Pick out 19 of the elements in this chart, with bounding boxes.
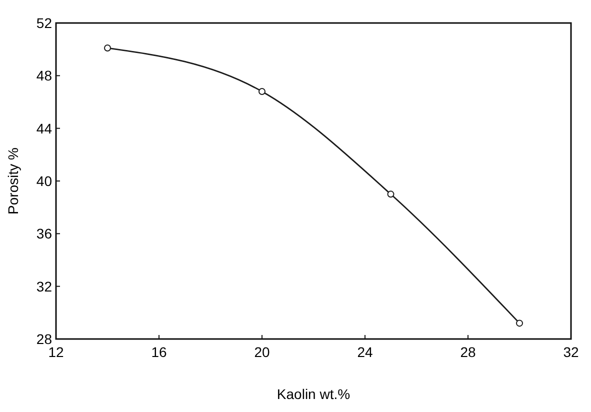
point [104, 44, 111, 52]
point [516, 320, 523, 327]
point [387, 190, 394, 198]
x-axis-title: Kaolin wt.% [276, 386, 350, 402]
y-tick-label: 44 [36, 120, 52, 136]
y-tick-label: 40 [36, 173, 52, 189]
x-tick-label: 24 [357, 344, 373, 360]
x-tick-label: 20 [254, 344, 270, 360]
x-tick-label: 32 [563, 344, 579, 360]
x-tick-label: 12 [48, 344, 64, 360]
y-tick-label: 48 [36, 68, 52, 84]
y-tick-label: 36 [36, 226, 52, 242]
point [258, 88, 266, 95]
x-tick-label: 28 [460, 344, 476, 360]
x-tick-label: 16 [151, 344, 167, 360]
y-axis-title: Porosity % [5, 148, 21, 214]
y-tick-label: 32 [36, 278, 52, 294]
y-tick-label: 28 [36, 331, 52, 347]
y-tick-label: 52 [36, 15, 52, 31]
